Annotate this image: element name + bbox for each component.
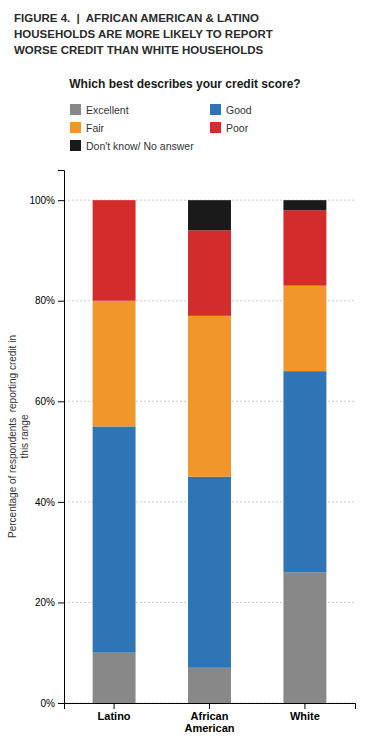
y-axis-line <box>58 171 65 704</box>
y-tick-label: 0% <box>41 698 56 709</box>
y-tick: 20% <box>35 597 64 608</box>
legend-item: Fair <box>70 122 105 134</box>
bar-segment <box>283 371 326 572</box>
x-tick: White <box>290 703 320 722</box>
x-tick: AfricanAmerican <box>184 703 234 734</box>
legend-item: Good <box>210 104 252 116</box>
chart: FIGURE 4. | AFRICAN AMERICAN & LATINOHOU… <box>0 0 370 753</box>
legend-swatch <box>210 104 221 115</box>
x-tick-label: Latino <box>98 710 131 722</box>
bar-segment <box>188 230 231 315</box>
legend-swatch <box>70 122 81 133</box>
x-tick-label: AfricanAmerican <box>184 710 234 735</box>
legend-swatch <box>70 140 81 151</box>
y-tick-label: 60% <box>35 396 55 407</box>
bar-segment <box>93 653 136 703</box>
legend-label: Don't know/ No answer <box>86 140 194 152</box>
x-tick-mark <box>209 703 210 709</box>
legend-label: Excellent <box>86 104 129 116</box>
legend-swatch <box>210 122 221 133</box>
x-axis: Latino AfricanAmerican White <box>65 703 356 734</box>
y-tick-mark <box>58 602 64 603</box>
y-tick: 100% <box>29 195 64 206</box>
legend-label: Fair <box>86 122 105 134</box>
y-tick-label: 20% <box>35 597 55 608</box>
y-tick-mark <box>58 502 64 503</box>
y-axis-title: Percentage of respondents reporting cred… <box>7 335 30 538</box>
legend: Excellent Good Fair Poor Don't know/ No answ… <box>70 104 252 152</box>
bar-segment <box>93 426 136 652</box>
y-tick: 0% <box>41 698 64 709</box>
x-tick-mark <box>304 703 305 709</box>
x-tick: Latino <box>98 703 131 722</box>
bar-segment <box>283 200 326 210</box>
legend-item: Don't know/ No answer <box>70 140 194 152</box>
x-tick-mark <box>114 703 115 709</box>
y-tick-mark <box>58 401 64 402</box>
title: FIGURE 4. | AFRICAN AMERICAN & LATINOHOU… <box>14 12 273 56</box>
y-tick-mark <box>58 200 64 201</box>
legend-label: Good <box>226 104 252 116</box>
legend-swatch <box>70 104 81 115</box>
bar-segment <box>188 316 231 477</box>
bar-segment <box>188 477 231 668</box>
bar-segment <box>283 286 326 371</box>
bars <box>93 200 327 703</box>
bar-segment <box>283 572 326 703</box>
y-tick: 60% <box>35 396 64 407</box>
subtitle: Which best describes your credit score? <box>69 77 300 91</box>
y-tick-label: 80% <box>35 295 55 306</box>
bar-segment <box>93 200 136 301</box>
y-tick-mark <box>58 703 64 704</box>
bar-segment <box>188 668 231 703</box>
legend-item: Poor <box>210 122 249 134</box>
x-axis-line <box>65 704 356 710</box>
y-axis: 0% 20% 40% 60% 80% 100% <box>29 171 64 709</box>
legend-item: Excellent <box>70 104 129 116</box>
y-tick-label: 40% <box>35 497 55 508</box>
bar-segment <box>93 301 136 427</box>
bar-segment <box>188 200 231 230</box>
plot: 0% 20% 40% 60% 80% 100% Latino AfricanAmerican W… <box>29 171 355 735</box>
bar-segment <box>93 200 136 201</box>
x-tick-label: White <box>290 710 320 722</box>
bar-segment <box>283 210 326 285</box>
y-tick-label: 100% <box>29 195 55 206</box>
y-tick: 40% <box>35 497 64 508</box>
legend-label: Poor <box>226 122 249 134</box>
y-tick-mark <box>58 301 64 302</box>
grid <box>64 200 355 703</box>
y-tick: 80% <box>35 295 64 306</box>
